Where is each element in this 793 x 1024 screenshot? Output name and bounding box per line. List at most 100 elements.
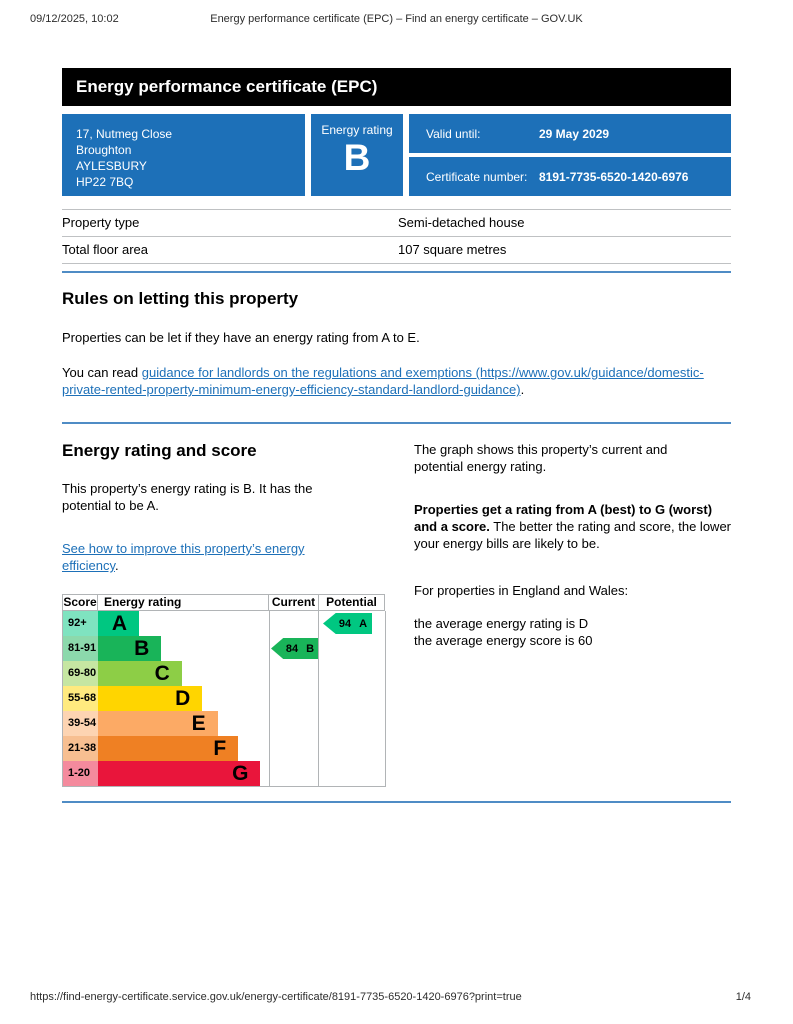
rules-paragraph: Properties can be let if they have an en… [62,330,420,345]
potential-rating-arrow: 94 A [323,613,372,634]
current-column-header: Current [268,594,319,611]
print-page-number: 1/4 [735,991,751,1003]
band-score-range: 55-68 [63,686,98,711]
current-rating-arrow-score: 84 [285,642,299,655]
valid-until-row: Valid until: 29 May 2029 [409,114,731,153]
address-line-3: AYLESBURY [76,159,147,173]
score-column-header: Score [62,594,98,611]
property-type-value: Semi-detached house [398,215,525,230]
guidance-suffix: . [520,382,525,397]
print-url: https://find-energy-certificate.service.… [30,991,522,1003]
certificate-number-value: 8191-7735-6520-1420-6976 [539,169,689,184]
band-bar-cell: F [98,736,269,761]
potential-column-cell [319,661,386,686]
averages-paragraph: the average energy rating is D the avera… [414,615,731,649]
current-rating-arrow: 84 B [271,638,318,659]
potential-column-cell [319,711,386,736]
section-divider [62,422,731,424]
rating-explanation-bold: Properties get a rating from A (best) to… [414,502,713,534]
improve-efficiency-paragraph: See how to improve this property’s energ… [62,540,362,574]
epc-band-row-d: 55-68 D [63,686,386,711]
graph-description-paragraph: The graph shows this property’s current … [414,442,668,474]
epc-band-row-g: 1-20 G [63,761,386,786]
certificate-summary: 17, Nutmeg Close Broughton AYLESBURY HP2… [62,114,731,196]
band-bar-cell: E [98,711,269,736]
band-bar-cell: C [98,661,269,686]
energy-rating-column-header: Energy rating [97,594,269,611]
validity-box: Valid until: 29 May 2029 Certificate num… [409,114,731,196]
potential-rating-arrow-letter: A [359,617,368,630]
epc-chart-header: Score Energy rating Current Potential [62,594,386,611]
current-column-cell [269,736,319,761]
current-column-cell [269,611,319,636]
guidance-prefix: You can read [62,365,142,380]
rating-heading: Energy rating and score [62,441,257,460]
section-divider [62,271,731,273]
property-type-label: Property type [62,215,140,230]
rating-left-column: Energy rating and score This property’s … [62,441,392,787]
band-bar-cell: A [98,611,269,636]
epc-rating-chart: Score Energy rating Current Potential 92… [62,594,386,787]
rating-and-score-section: Energy rating and score This property’s … [62,441,731,787]
property-address: 17, Nutmeg Close Broughton AYLESBURY HP2… [62,114,305,196]
epc-band-row-c: 69-80 C [63,661,386,686]
band-bar-a: A [98,611,140,636]
property-details-table: Property type Semi-detached house Total … [62,209,731,264]
potential-column-cell [319,636,386,661]
rating-right-column: The graph shows this property’s current … [414,441,731,787]
potential-column-header: Potential [318,594,385,611]
band-bar-cell: D [98,686,269,711]
page-title: Energy performance certificate (EPC) [62,68,731,106]
band-bar-cell: B [98,636,269,661]
potential-column-cell [319,686,386,711]
potential-column-cell [319,736,386,761]
total-floor-area-label: Total floor area [62,242,148,257]
epc-band-row-f: 21-38 F [63,736,386,761]
landlord-guidance-link[interactable]: guidance for landlords on the regulation… [62,365,704,397]
band-bar-d: D [98,686,203,711]
valid-until-label: Valid until: [426,126,481,141]
rating-explanation-paragraph: Properties get a rating from A (best) to… [414,501,731,552]
epc-band-row-a: 92+ A [63,611,386,636]
print-datetime: 09/12/2025, 10:02 [30,13,119,25]
band-bar-e: E [98,711,218,736]
potential-rating-arrow-score: 94 [338,617,352,630]
improve-efficiency-link[interactable]: See how to improve this property’s energ… [62,541,305,573]
band-score-range: 39-54 [63,711,98,736]
current-column-cell [269,636,319,661]
energy-rating-box: Energy rating B [311,114,403,196]
band-bar-c: C [98,661,182,686]
table-row: Total floor area 107 square metres [62,236,731,264]
certificate-page: Energy performance certificate (EPC) 17,… [62,68,731,803]
band-bar-f: F [98,736,239,761]
address-line-4: HP22 7BQ [76,175,134,189]
current-rating-arrow-letter: B [306,642,315,655]
epc-band-row-e: 39-54 E [63,711,386,736]
band-score-range: 1-20 [63,761,98,786]
band-score-range: 21-38 [63,736,98,761]
epc-band-row-b: 81-91 B [63,636,386,661]
address-line-2: Broughton [76,143,132,157]
band-bar-g: G [98,761,261,786]
link-suffix: . [115,558,119,573]
energy-rating-label: Energy rating [321,123,393,137]
band-score-range: 69-80 [63,661,98,686]
average-rating-line: the average energy rating is D [414,616,589,631]
average-score-line: the average energy score is 60 [414,633,593,648]
total-floor-area-value: 107 square metres [398,242,507,257]
epc-chart-body: 92+ A 81-91 B 69-80 C 55-68 D 39-54 E 21-38 F 1-20 G 8… [62,611,386,787]
potential-column-cell [319,761,386,786]
valid-until-value: 29 May 2029 [539,126,610,141]
print-page-title: Energy performance certificate (EPC) – F… [210,13,583,25]
band-bar-cell: G [98,761,269,786]
potential-column-cell [319,611,386,636]
rating-explanation-rest: The better the rating and score, the low… [414,519,731,551]
current-column-cell [269,661,319,686]
certificate-number-label: Certificate number: [426,169,528,184]
browser-print-header: 09/12/2025, 10:02 Energy performance cer… [30,13,763,25]
rules-guidance-paragraph: You can read guidance for landlords on t… [62,364,722,398]
energy-rating-value: B [343,137,371,178]
band-score-range: 81-91 [63,636,98,661]
current-column-cell [269,686,319,711]
band-bar-b: B [98,636,162,661]
